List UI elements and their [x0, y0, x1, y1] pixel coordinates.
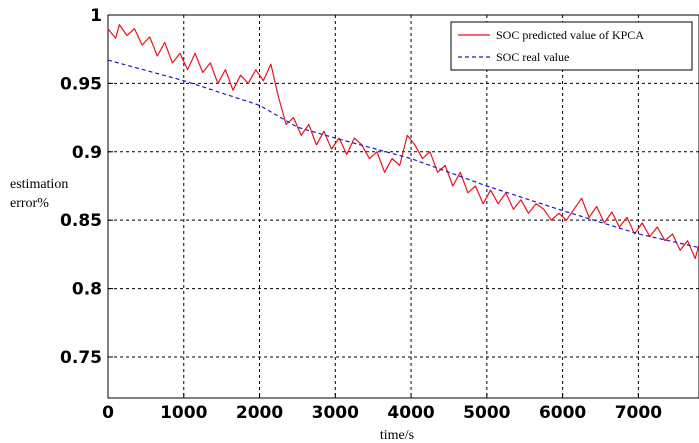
y-tick-label: 0.95: [60, 74, 102, 94]
y-axis-label-line-2: error%: [10, 196, 49, 211]
y-tick-label: 0.8: [72, 280, 102, 300]
series-layer: [107, 24, 699, 260]
x-tick-label: 2000: [236, 403, 283, 423]
grid: [108, 15, 699, 398]
y-tick-label: 0.75: [60, 348, 102, 368]
y-axis-ticks: 0.75 0.8 0.85 0.9 0.95 1: [60, 6, 113, 368]
x-tick-label: 0: [102, 403, 114, 423]
x-tick-label: 6000: [539, 403, 586, 423]
x-axis-label: time/s: [380, 428, 414, 443]
y-tick-label: 1: [90, 6, 102, 26]
legend-box: [450, 21, 693, 71]
x-axis-ticks: 0 1000 2000 3000 4000 5000 6000 7000: [102, 393, 662, 423]
series-line-predicted: [107, 24, 699, 260]
x-tick-label: 7000: [615, 403, 662, 423]
y-axis-label-line-1: estimation: [10, 177, 68, 192]
y-tick-label: 0.85: [60, 211, 102, 231]
y-tick-label: 0.9: [72, 143, 102, 163]
legend: SOC predicted value of KPCA SOC real val…: [450, 21, 693, 71]
series-line-real: [107, 59, 699, 249]
x-tick-label: 1000: [160, 403, 207, 423]
legend-label-predicted: SOC predicted value of KPCA: [496, 28, 644, 42]
legend-label-real: SOC real value: [496, 50, 569, 64]
x-tick-label: 4000: [387, 403, 434, 423]
plot-area: [107, 14, 699, 399]
x-tick-label: 5000: [463, 403, 510, 423]
x-tick-label: 3000: [312, 403, 359, 423]
